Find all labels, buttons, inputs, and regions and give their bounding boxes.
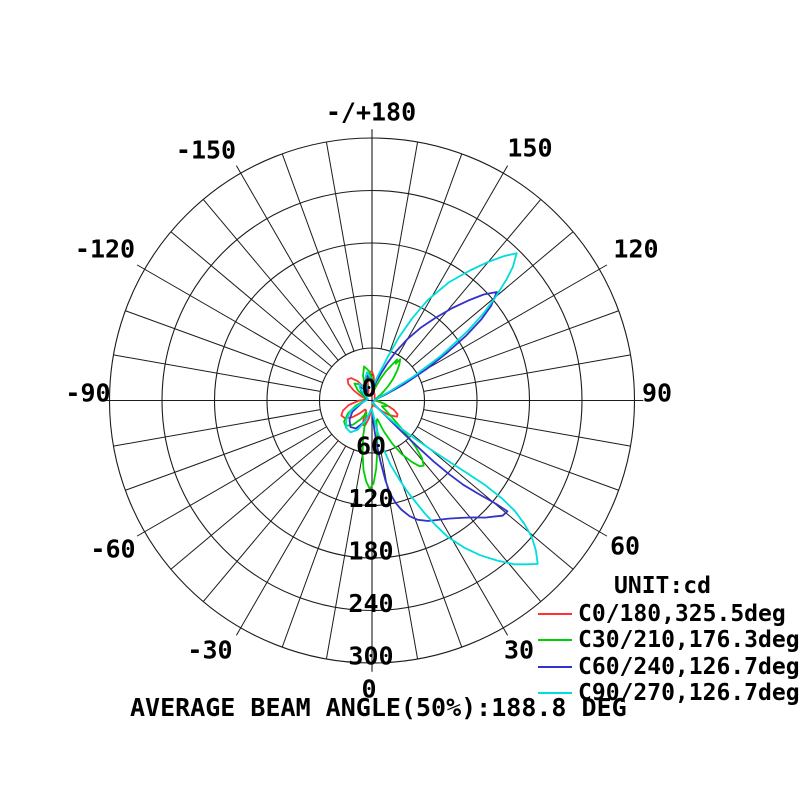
angle-label-0: 0 — [361, 675, 376, 704]
series-curve-C60-240 — [348, 291, 509, 522]
grid-spoke-130 — [411, 231, 574, 368]
grid-spoke-120 — [417, 264, 608, 375]
grid-spoke--100 — [113, 354, 321, 392]
legend: UNIT:cd C0/180,325.5degC30/210,176.3degC… — [538, 573, 800, 706]
intensity-curves — [340, 252, 539, 566]
angle-label-90: 90 — [642, 379, 672, 408]
grid-spoke-110 — [421, 310, 619, 384]
radial-label-120: 120 — [348, 484, 393, 513]
legend-label-C0-180: C0/180,325.5deg — [578, 601, 786, 627]
grid-spoke--50 — [170, 433, 333, 570]
angle-label-180: -/+180 — [326, 98, 416, 127]
angle-label--60: -60 — [90, 535, 135, 564]
grid-spoke--140 — [202, 199, 339, 361]
radial-label-240: 240 — [348, 589, 393, 618]
grid-spoke--80 — [113, 409, 321, 447]
angle-label--120: -120 — [75, 235, 135, 264]
grid-spoke-100 — [423, 354, 631, 392]
grid-spoke-60 — [417, 426, 608, 537]
angle-label-30: 30 — [504, 636, 534, 665]
polar-grid — [100, 129, 644, 672]
grid-spoke--160 — [281, 153, 355, 352]
legend-label-C60-240: C60/240,126.7deg — [578, 654, 800, 680]
grid-spoke-80 — [423, 409, 631, 447]
grid-spoke--170 — [325, 141, 364, 349]
grid-spoke--110 — [125, 310, 323, 384]
grid-spoke--20 — [281, 449, 355, 648]
grid-spoke--120 — [136, 264, 327, 375]
radial-label-300: 300 — [348, 642, 393, 671]
radial-label-0: 0 — [361, 374, 376, 403]
grid-spoke--60 — [136, 426, 327, 537]
grid-spoke--40 — [202, 440, 339, 602]
grid-spoke-170 — [380, 141, 419, 349]
grid-spoke--70 — [125, 417, 323, 491]
grid-spoke-160 — [389, 153, 463, 352]
legend-label-C90-270: C90/270,126.7deg — [578, 680, 800, 706]
legend-label-C30-210: C30/210,176.3deg — [578, 627, 800, 653]
grid-spoke-70 — [421, 417, 619, 491]
grid-spoke--130 — [170, 231, 333, 368]
grid-spoke-150 — [397, 165, 509, 356]
average-beam-angle-title: AVERAGE BEAM ANGLE(50%):188.8 DEG — [130, 693, 627, 722]
angle-label-150: 150 — [507, 134, 552, 163]
radial-label-180: 180 — [348, 537, 393, 566]
angle-label--30: -30 — [187, 636, 232, 665]
series-curve-C90-270 — [345, 252, 539, 566]
legend-unit-label: UNIT:cd — [614, 573, 711, 599]
radial-label-60: 60 — [356, 432, 386, 461]
angle-label-120: 120 — [613, 235, 658, 264]
angle-label--90: -90 — [65, 379, 110, 408]
grid-spoke--30 — [235, 445, 347, 636]
grid-spoke-20 — [389, 449, 463, 648]
grid-spoke--150 — [235, 165, 347, 356]
angle-label--150: -150 — [176, 136, 236, 165]
grid-spoke-140 — [405, 199, 542, 361]
axis-labels: -/+1801501209060300-30-60-90-120-1500601… — [65, 98, 672, 704]
angle-label-60: 60 — [610, 532, 640, 561]
grid-spoke--10 — [325, 452, 364, 660]
grid-spoke-40 — [405, 440, 542, 602]
